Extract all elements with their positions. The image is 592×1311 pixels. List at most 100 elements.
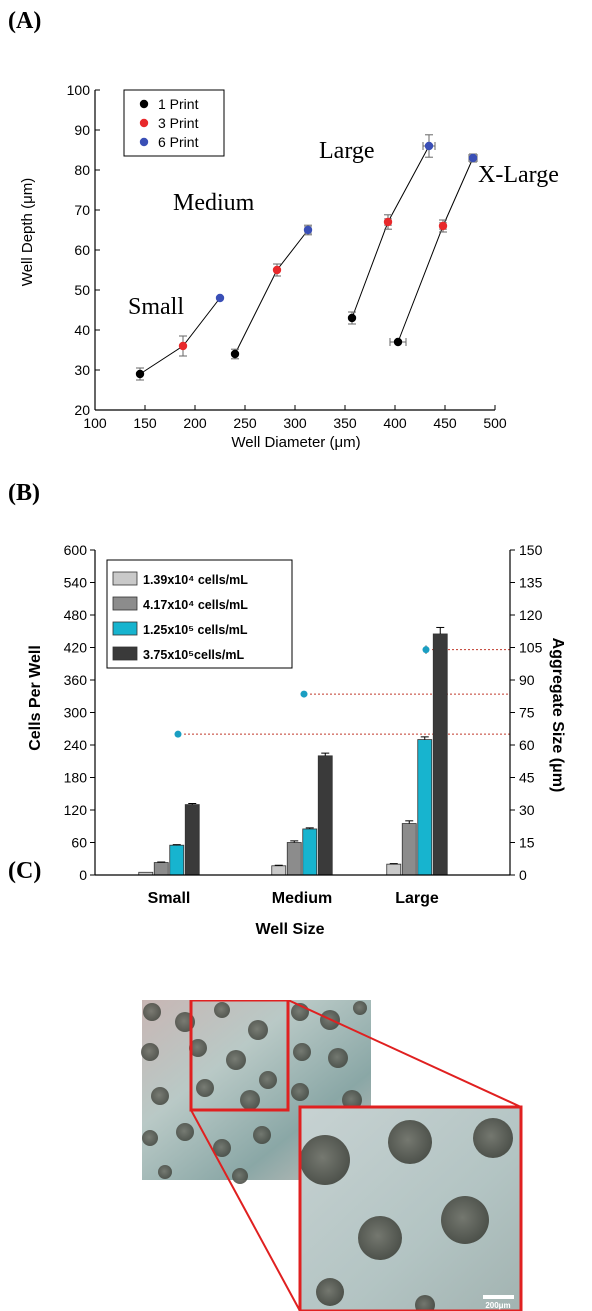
- y-tick-label: 60: [74, 242, 90, 258]
- y2-tick-label: 75: [519, 705, 535, 721]
- x-tick-label: 450: [433, 415, 457, 431]
- chart-b-cells-per-well: Small Medium Large 06012018024030036042048…: [27, 542, 566, 938]
- legend-entry: 3 Print: [158, 115, 199, 131]
- category-label: Medium: [272, 890, 332, 907]
- legend: 1.39x10⁴ cells/mL 4.17x10⁴ cells/mL 1.25x1…: [106, 559, 293, 669]
- y-tick-label: 60: [71, 835, 87, 851]
- cell-aggregate: [214, 1002, 230, 1018]
- group-label: Large: [319, 138, 375, 164]
- legend-entry: 1.25x10⁵ cells/mL: [143, 623, 248, 637]
- y-tick-label: 180: [64, 770, 88, 786]
- data-point: [347, 313, 357, 323]
- bar: [417, 739, 433, 876]
- cell-aggregate: [189, 1039, 207, 1057]
- cell-aggregate: [213, 1139, 231, 1157]
- data-point: [383, 217, 393, 227]
- zoom-lines: [190, 1000, 522, 1311]
- panel-label-b: (B): [8, 480, 40, 506]
- cell-aggregate: [143, 1003, 161, 1021]
- category-label: Large: [395, 890, 439, 907]
- cell-aggregate: [328, 1048, 348, 1068]
- cell-aggregate: [388, 1120, 432, 1164]
- y-tick-label: 80: [74, 162, 90, 178]
- y-tick-label: 360: [64, 672, 88, 688]
- y2-tick-label: 135: [519, 575, 543, 591]
- micrograph-zoom: [298, 1105, 523, 1311]
- x-axis-label: Well Size: [255, 921, 324, 938]
- legend-swatch: [112, 621, 138, 636]
- cell-aggregate: [441, 1196, 489, 1244]
- x-tick-label: 250: [233, 415, 257, 431]
- highlight-box: [189, 1000, 290, 1112]
- y2-tick-label: 30: [519, 802, 535, 818]
- data-point: [468, 153, 478, 163]
- y-tick-label: 0: [79, 867, 87, 883]
- y-tick-label: 240: [64, 737, 88, 753]
- chart-a-well-depth: 100 150 200 250 300 350 400 450 500 20 30 40 50 60 70 8…: [19, 82, 559, 451]
- bar: [401, 823, 417, 876]
- y-tick-label: 30: [74, 362, 90, 378]
- cell-aggregate: [226, 1050, 246, 1070]
- cell-aggregate: [158, 1165, 172, 1179]
- legend-marker: [139, 137, 149, 147]
- group-label: Small: [128, 294, 184, 320]
- data-point: [230, 349, 240, 359]
- y2-tick-label: 45: [519, 770, 535, 786]
- legend-entry: 1.39x10⁴ cells/mL: [143, 573, 248, 587]
- data-point: [424, 141, 434, 151]
- scale-bar: [483, 1295, 514, 1299]
- cell-aggregate: [300, 1135, 350, 1185]
- x-tick-label: 150: [133, 415, 157, 431]
- y-tick-label: 40: [74, 322, 90, 338]
- cell-aggregate: [291, 1083, 309, 1101]
- fit-line: [234, 229, 309, 355]
- bar: [432, 633, 448, 876]
- cell-aggregate: [232, 1168, 248, 1184]
- cell-aggregate: [151, 1087, 169, 1105]
- legend-box: [106, 559, 293, 669]
- bar: [271, 865, 287, 876]
- x-tick-label: 300: [283, 415, 307, 431]
- bar: [317, 755, 333, 876]
- cell-aggregate: [196, 1079, 214, 1097]
- y-tick-label: 300: [64, 705, 88, 721]
- cell-aggregate: [142, 1130, 158, 1146]
- cell-aggregate: [253, 1126, 271, 1144]
- x-tick-label: 400: [383, 415, 407, 431]
- x-tick-label: 100: [83, 415, 107, 431]
- cell-aggregate: [415, 1295, 435, 1311]
- data-point: [393, 337, 403, 347]
- y2-tick-label: 60: [519, 737, 535, 753]
- bar: [286, 842, 302, 876]
- cell-aggregate: [176, 1123, 194, 1141]
- group-label: Medium: [173, 190, 255, 216]
- cell-aggregate: [473, 1118, 513, 1158]
- legend-swatch: [112, 571, 138, 586]
- y-tick-label: 70: [74, 202, 90, 218]
- panel-label-c: (C): [8, 858, 42, 884]
- y-tick-label: 90: [74, 122, 90, 138]
- bar: [153, 862, 169, 876]
- y-axis-label: Well Depth (μm): [19, 178, 36, 286]
- legend-swatch: [112, 596, 138, 611]
- micrograph-panel: 200μm: [141, 1000, 523, 1311]
- data-point: [303, 225, 313, 235]
- x-axis-label: Well Diameter (μm): [231, 434, 360, 451]
- legend-marker: [139, 118, 149, 128]
- cell-aggregate: [358, 1216, 402, 1260]
- cell-aggregate: [353, 1001, 367, 1015]
- y-tick-label: 600: [64, 542, 88, 558]
- aggregate-point: [300, 690, 308, 698]
- cell-aggregate: [240, 1090, 260, 1110]
- aggregate-point: [422, 646, 430, 654]
- y2-tick-label: 90: [519, 672, 535, 688]
- data-point: [178, 341, 188, 351]
- y-tick-label: 540: [64, 575, 88, 591]
- y2-tick-label: 105: [519, 640, 543, 656]
- y-tick-label: 20: [74, 402, 90, 418]
- legend-entry: 3.75x10⁵cells/mL: [143, 648, 244, 662]
- legend-entry: 4.17x10⁴ cells/mL: [143, 598, 248, 612]
- bar: [302, 828, 318, 876]
- fit-line: [397, 157, 474, 343]
- data-point: [438, 221, 448, 231]
